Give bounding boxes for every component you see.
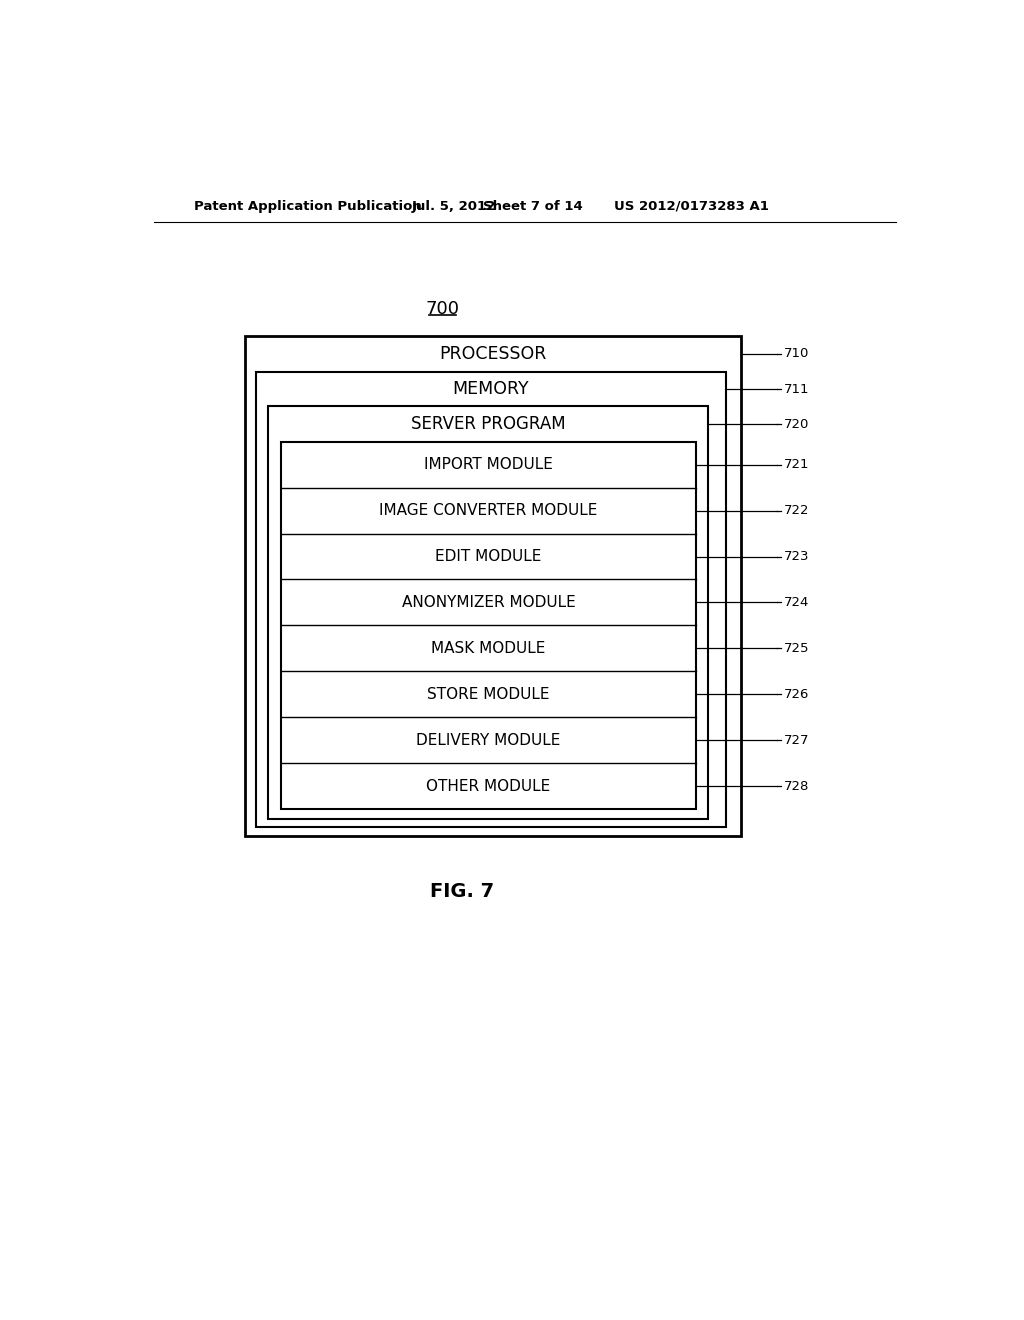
Text: 725: 725 (784, 642, 810, 655)
Text: 700: 700 (425, 300, 460, 318)
Text: STORE MODULE: STORE MODULE (427, 686, 550, 702)
Text: 720: 720 (784, 417, 810, 430)
Bar (256, 372, 726, 826)
Text: EDIT MODULE: EDIT MODULE (435, 549, 542, 564)
Text: 724: 724 (784, 595, 810, 609)
Bar (267, 407, 708, 818)
Text: MEMORY: MEMORY (453, 380, 529, 399)
Text: Sheet 7 of 14: Sheet 7 of 14 (483, 199, 583, 213)
Text: US 2012/0173283 A1: US 2012/0173283 A1 (614, 199, 769, 213)
Text: OTHER MODULE: OTHER MODULE (426, 779, 551, 793)
Text: IMAGE CONVERTER MODULE: IMAGE CONVERTER MODULE (380, 503, 598, 519)
Text: 723: 723 (784, 550, 810, 564)
Text: 710: 710 (784, 347, 810, 360)
Text: Patent Application Publication: Patent Application Publication (194, 199, 422, 213)
Text: FIG. 7: FIG. 7 (430, 882, 494, 902)
Bar (245, 335, 741, 836)
Text: 711: 711 (784, 383, 810, 396)
Text: Jul. 5, 2012: Jul. 5, 2012 (412, 199, 496, 213)
Text: IMPORT MODULE: IMPORT MODULE (424, 457, 553, 473)
Text: 727: 727 (784, 734, 810, 747)
Text: MASK MODULE: MASK MODULE (431, 642, 546, 656)
Text: 726: 726 (784, 688, 810, 701)
Text: 728: 728 (784, 780, 810, 792)
Text: DELIVERY MODULE: DELIVERY MODULE (417, 733, 561, 747)
Text: ANONYMIZER MODULE: ANONYMIZER MODULE (401, 595, 575, 610)
Text: PROCESSOR: PROCESSOR (439, 345, 547, 363)
Text: 722: 722 (784, 504, 810, 517)
Bar (282, 442, 695, 809)
Text: SERVER PROGRAM: SERVER PROGRAM (411, 414, 565, 433)
Text: 721: 721 (784, 458, 810, 471)
